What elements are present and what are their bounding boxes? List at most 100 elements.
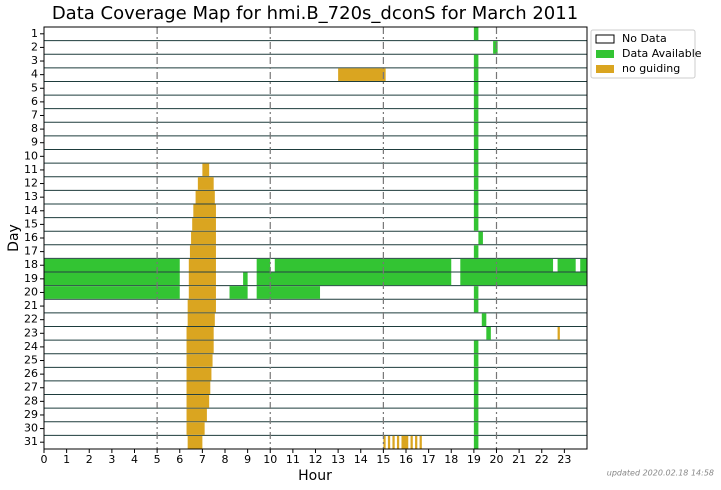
y-tick-label: 18 — [24, 258, 38, 271]
x-tick-label: 19 — [467, 453, 481, 466]
coverage-bar — [410, 435, 413, 449]
coverage-bar — [473, 109, 479, 122]
coverage-bar — [473, 299, 479, 313]
x-axis-label: Hour — [298, 468, 332, 484]
coverage-bar — [186, 340, 214, 354]
coverage-bar — [473, 136, 479, 150]
coverage-bar — [192, 218, 216, 231]
x-tick-label: 2 — [86, 453, 93, 466]
coverage-bar — [193, 204, 216, 218]
chart-title: Data Coverage Map for hmi.B_720s_dconS f… — [52, 3, 578, 24]
coverage-bar — [473, 54, 479, 68]
y-tick-label: 7 — [31, 108, 38, 121]
legend-swatch — [596, 50, 614, 58]
coverage-bar — [473, 68, 479, 81]
coverage-bar — [187, 435, 203, 449]
coverage-bar — [493, 41, 498, 54]
coverage-bar — [473, 340, 479, 354]
y-tick-label: 10 — [24, 149, 38, 162]
y-tick-label: 12 — [24, 177, 38, 190]
coverage-bar — [187, 299, 216, 313]
legend-swatch — [596, 65, 614, 73]
coverage-bar — [187, 313, 215, 326]
x-tick-label: 21 — [512, 453, 526, 466]
coverage-bar — [44, 272, 180, 286]
coverage-bar — [188, 258, 216, 272]
coverage-bar — [191, 231, 216, 245]
y-tick-label: 20 — [24, 285, 38, 298]
x-tick-label: 15 — [376, 453, 390, 466]
x-tick-label: 22 — [535, 453, 549, 466]
y-tick-label: 1 — [31, 27, 38, 40]
coverage-bar — [229, 286, 248, 299]
y-tick-label: 25 — [24, 354, 38, 367]
y-tick-label: 3 — [31, 54, 38, 67]
legend-swatch — [595, 34, 615, 44]
coverage-bar — [460, 272, 587, 286]
coverage-bar — [383, 435, 386, 449]
coverage-bar — [44, 286, 180, 299]
y-tick-label: 2 — [31, 40, 38, 53]
coverage-bar — [243, 272, 248, 286]
y-tick-label: 5 — [31, 81, 38, 94]
coverage-bar — [473, 95, 479, 109]
legend-label: No Data — [622, 32, 667, 45]
coverage-bar — [186, 367, 212, 381]
coverage-bar — [473, 122, 479, 136]
coverage-bar — [473, 218, 479, 231]
coverage-bar — [387, 435, 391, 449]
coverage-bar — [186, 381, 211, 395]
y-tick-label: 26 — [24, 367, 38, 380]
coverage-bar — [486, 326, 491, 340]
coverage-bar — [186, 422, 205, 435]
coverage-bar — [338, 68, 386, 81]
y-axis-label: Day — [6, 224, 22, 252]
y-tick-label: 16 — [24, 231, 38, 244]
coverage-bar — [473, 177, 479, 190]
coverage-bar — [460, 258, 554, 272]
coverage-bar — [473, 408, 479, 422]
x-tick-label: 12 — [309, 453, 323, 466]
plot-frame — [43, 26, 588, 450]
y-tick-label: 23 — [24, 326, 38, 339]
x-tick-label: 1 — [63, 453, 70, 466]
x-tick-label: 5 — [154, 453, 161, 466]
x-tick-label: 8 — [222, 453, 229, 466]
coverage-bar — [415, 435, 418, 449]
coverage-bar — [473, 395, 479, 408]
x-tick-label: 6 — [176, 453, 183, 466]
coverage-bar — [473, 422, 479, 435]
coverage-bar — [473, 435, 479, 449]
coverage-bar — [396, 435, 400, 449]
y-tick-label: 4 — [31, 68, 38, 81]
coverage-bar — [473, 190, 479, 204]
x-tick-label: 0 — [41, 453, 48, 466]
coverage-bar — [274, 258, 452, 272]
y-tick-label: 21 — [24, 299, 38, 312]
y-tick-label: 22 — [24, 313, 38, 326]
y-tick-label: 6 — [31, 95, 38, 108]
x-tick-label: 3 — [108, 453, 115, 466]
coverage-bar — [419, 435, 422, 449]
x-tick-label: 17 — [422, 453, 436, 466]
coverage-bar — [44, 258, 180, 272]
coverage-bar — [256, 286, 321, 299]
legend-label: Data Available — [622, 47, 702, 60]
coverage-bar — [473, 150, 479, 163]
x-tick-label: 11 — [286, 453, 300, 466]
y-tick-label: 27 — [24, 381, 38, 394]
y-tick-label: 13 — [24, 190, 38, 203]
coverage-bar — [580, 258, 587, 272]
x-tick-label: 23 — [557, 453, 571, 466]
y-tick-label: 8 — [31, 122, 38, 135]
coverage-bar — [473, 381, 479, 395]
y-tick-label: 29 — [24, 408, 38, 421]
y-tick-label: 15 — [24, 217, 38, 230]
coverage-bar — [189, 245, 216, 258]
y-tick-label: 24 — [24, 340, 38, 353]
y-tick-label: 30 — [24, 422, 38, 435]
x-tick-label: 18 — [444, 453, 458, 466]
coverage-bar — [401, 435, 409, 449]
x-tick-label: 7 — [199, 453, 206, 466]
